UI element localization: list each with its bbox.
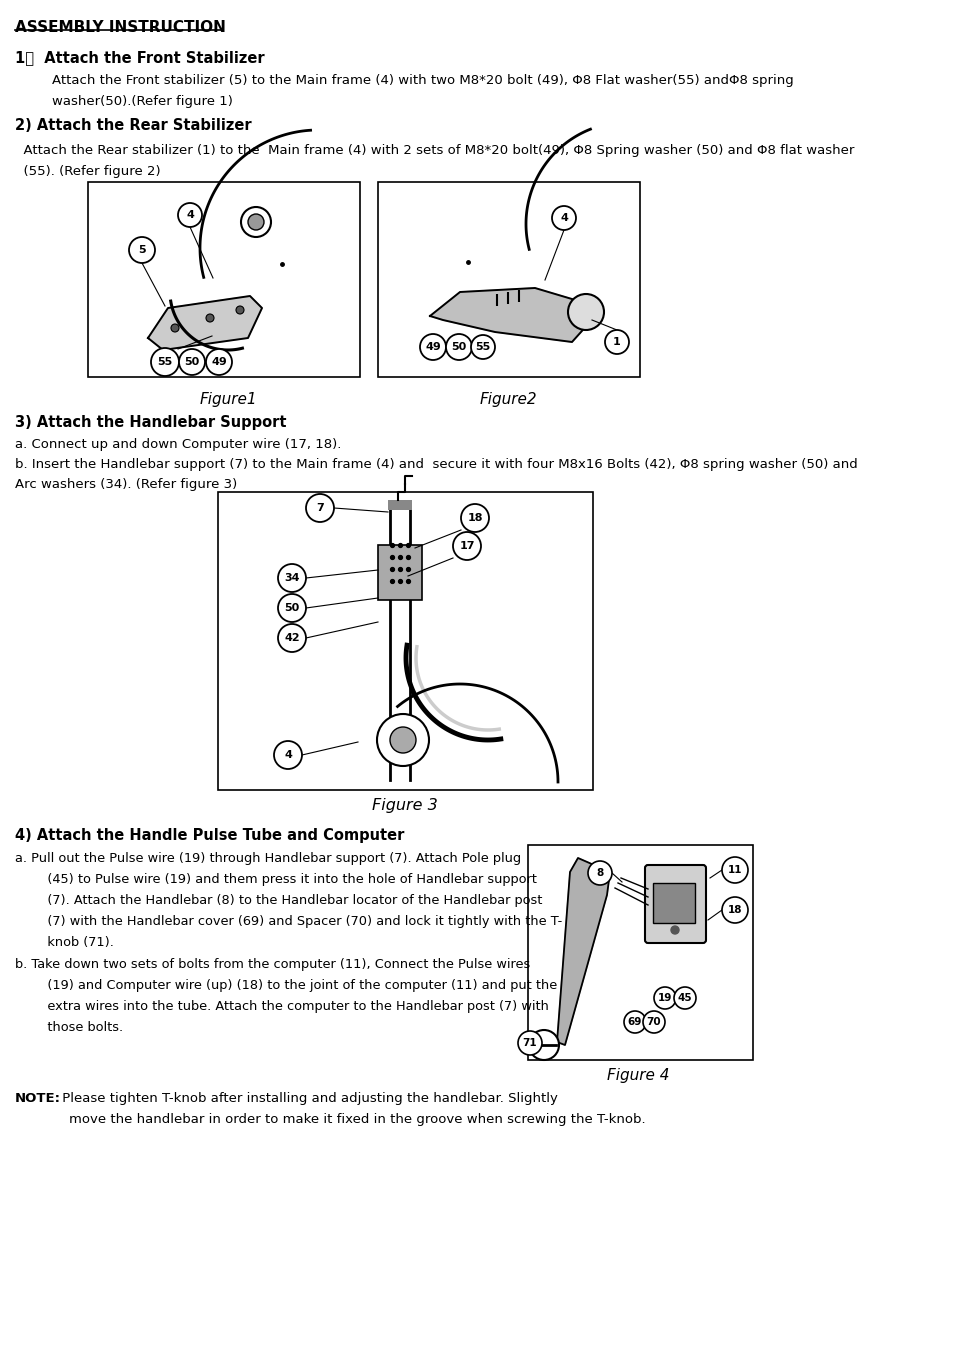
Circle shape: [278, 593, 306, 622]
Text: 8: 8: [596, 868, 604, 878]
FancyBboxPatch shape: [378, 182, 640, 377]
Circle shape: [588, 862, 612, 885]
Text: 69: 69: [628, 1017, 642, 1028]
Circle shape: [206, 314, 214, 323]
Text: Figure 3: Figure 3: [372, 798, 438, 813]
FancyBboxPatch shape: [388, 499, 412, 510]
Text: 34: 34: [284, 573, 300, 583]
Polygon shape: [148, 295, 262, 350]
FancyBboxPatch shape: [528, 845, 753, 1060]
Text: a. Pull out the Pulse wire (19) through Handlebar support (7). Attach Pole plug: a. Pull out the Pulse wire (19) through …: [15, 852, 521, 866]
Text: Attach the Front stabilizer (5) to the Main frame (4) with two M8*20 bolt (49), : Attach the Front stabilizer (5) to the M…: [35, 73, 794, 87]
Text: 7: 7: [316, 504, 324, 513]
Text: 2) Attach the Rear Stabilizer: 2) Attach the Rear Stabilizer: [15, 118, 252, 133]
Text: 5: 5: [138, 245, 146, 255]
Text: b. Insert the Handlebar support (7) to the Main frame (4) and  secure it with fo: b. Insert the Handlebar support (7) to t…: [15, 459, 857, 471]
Circle shape: [605, 329, 629, 354]
Text: Figure 4: Figure 4: [607, 1068, 669, 1083]
Text: Attach the Rear stabilizer (1) to the  Main frame (4) with 2 sets of M8*20 bolt(: Attach the Rear stabilizer (1) to the Ma…: [15, 144, 854, 157]
Circle shape: [178, 203, 202, 227]
Text: 1: 1: [613, 338, 621, 347]
Text: NOTE:: NOTE:: [15, 1092, 61, 1105]
Circle shape: [390, 727, 416, 753]
Circle shape: [568, 294, 604, 329]
Circle shape: [241, 207, 271, 237]
Text: 50: 50: [184, 357, 200, 367]
Text: 19: 19: [658, 994, 672, 1003]
Text: 45: 45: [678, 994, 692, 1003]
Circle shape: [624, 1011, 646, 1033]
Text: 49: 49: [211, 357, 227, 367]
Text: (55). (Refer figure 2): (55). (Refer figure 2): [15, 165, 160, 178]
Circle shape: [461, 504, 489, 532]
Text: 3) Attach the Handlebar Support: 3) Attach the Handlebar Support: [15, 415, 286, 430]
Text: Figure2: Figure2: [479, 392, 537, 407]
FancyBboxPatch shape: [653, 883, 695, 923]
FancyBboxPatch shape: [645, 866, 706, 943]
Text: (19) and Computer wire (up) (18) to the joint of the computer (11) and put the: (19) and Computer wire (up) (18) to the …: [35, 979, 557, 992]
Text: 17: 17: [459, 542, 475, 551]
Text: 18: 18: [468, 513, 483, 523]
FancyBboxPatch shape: [218, 491, 593, 789]
Circle shape: [278, 623, 306, 652]
Text: Arc washers (34). (Refer figure 3): Arc washers (34). (Refer figure 3): [15, 478, 237, 491]
Circle shape: [671, 925, 679, 934]
Text: those bolts.: those bolts.: [35, 1021, 123, 1034]
Text: 18: 18: [728, 905, 742, 915]
Circle shape: [643, 1011, 665, 1033]
Circle shape: [377, 715, 429, 766]
Text: washer(50).(Refer figure 1): washer(50).(Refer figure 1): [35, 95, 233, 108]
Polygon shape: [557, 857, 610, 1045]
Text: move the handlebar in order to make it fixed in the groove when screwing the T-k: move the handlebar in order to make it f…: [35, 1113, 646, 1126]
Circle shape: [151, 348, 179, 376]
Text: 4: 4: [186, 210, 194, 220]
Circle shape: [654, 987, 676, 1009]
Text: extra wires into the tube. Attach the computer to the Handlebar post (7) with: extra wires into the tube. Attach the co…: [35, 1000, 549, 1013]
Text: (7) with the Handlebar cover (69) and Spacer (70) and lock it tightly with the T: (7) with the Handlebar cover (69) and Sp…: [35, 915, 563, 928]
Text: 71: 71: [522, 1038, 538, 1048]
Text: 55: 55: [475, 342, 491, 352]
Polygon shape: [430, 289, 590, 342]
Text: 49: 49: [425, 342, 441, 352]
Text: b. Take down two sets of bolts from the computer (11), Connect the Pulse wires: b. Take down two sets of bolts from the …: [15, 958, 530, 970]
Text: 4) Attach the Handle Pulse Tube and Computer: 4) Attach the Handle Pulse Tube and Comp…: [15, 827, 404, 842]
Circle shape: [171, 324, 179, 332]
Circle shape: [722, 897, 748, 923]
Circle shape: [274, 740, 302, 769]
Circle shape: [529, 1030, 559, 1060]
Text: 42: 42: [284, 633, 300, 642]
Circle shape: [674, 987, 696, 1009]
Text: (7). Attach the Handlebar (8) to the Handlebar locator of the Handlebar post: (7). Attach the Handlebar (8) to the Han…: [35, 894, 542, 906]
Circle shape: [248, 214, 264, 230]
FancyBboxPatch shape: [378, 544, 422, 600]
Text: 4: 4: [560, 214, 568, 223]
Circle shape: [129, 237, 155, 263]
Text: 4: 4: [284, 750, 292, 759]
Circle shape: [518, 1032, 542, 1055]
Circle shape: [471, 335, 495, 359]
Circle shape: [453, 532, 481, 559]
Text: a. Connect up and down Computer wire (17, 18).: a. Connect up and down Computer wire (17…: [15, 438, 342, 450]
Circle shape: [206, 348, 232, 376]
Text: (45) to Pulse wire (19) and them press it into the hole of Handlebar support: (45) to Pulse wire (19) and them press i…: [35, 872, 537, 886]
Circle shape: [278, 563, 306, 592]
Circle shape: [179, 348, 205, 376]
Text: 1）  Attach the Front Stabilizer: 1） Attach the Front Stabilizer: [15, 50, 265, 65]
Text: ASSEMBLY INSTRUCTION: ASSEMBLY INSTRUCTION: [15, 20, 226, 35]
Circle shape: [236, 306, 244, 314]
Text: Figure1: Figure1: [199, 392, 257, 407]
Text: 50: 50: [284, 603, 300, 612]
Circle shape: [446, 333, 472, 361]
Circle shape: [306, 494, 334, 523]
Text: Please tighten T-knob after installing and adjusting the handlebar. Slightly: Please tighten T-knob after installing a…: [58, 1092, 558, 1105]
Circle shape: [420, 333, 446, 361]
Text: 70: 70: [647, 1017, 661, 1028]
Circle shape: [552, 206, 576, 230]
Text: 55: 55: [157, 357, 173, 367]
Circle shape: [722, 857, 748, 883]
FancyBboxPatch shape: [88, 182, 360, 377]
Text: 11: 11: [728, 866, 742, 875]
Text: knob (71).: knob (71).: [35, 936, 114, 949]
Text: 50: 50: [451, 342, 467, 352]
